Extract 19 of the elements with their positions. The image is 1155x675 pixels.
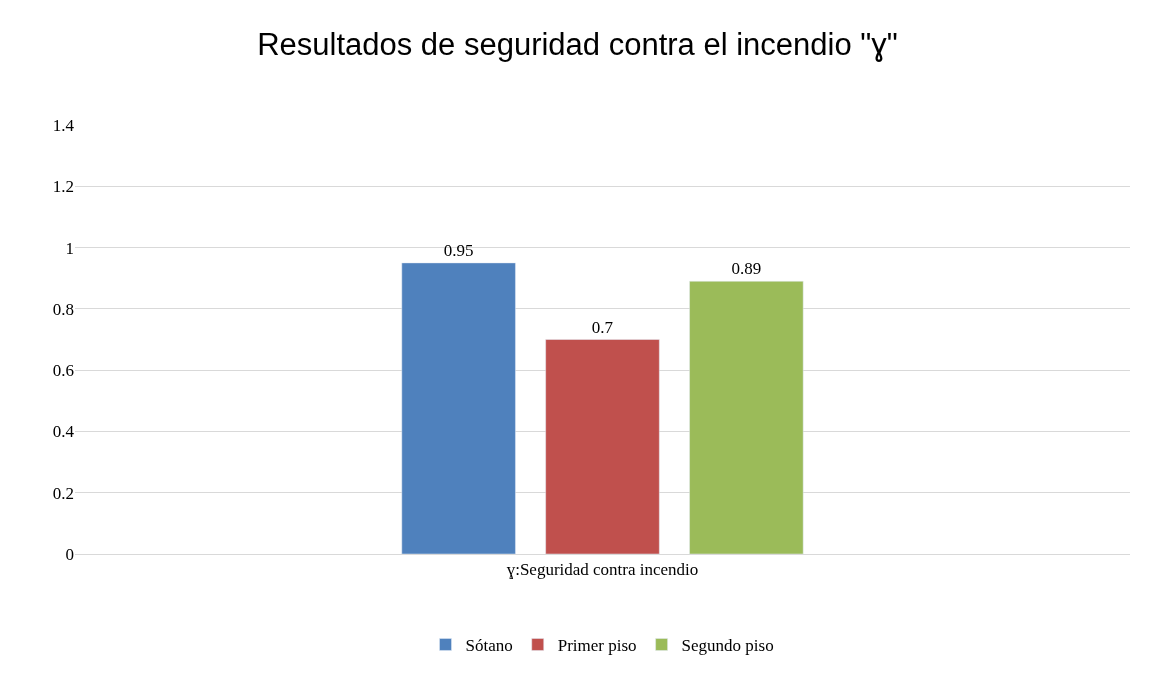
- data-label: 0.89: [731, 259, 762, 279]
- y-tick-label: 0.4: [52, 422, 75, 442]
- legend-label: Primer piso: [557, 636, 637, 656]
- data-label: 0.7: [591, 317, 614, 337]
- bar: [401, 262, 516, 554]
- y-tick-label: 1.4: [52, 115, 75, 135]
- legend-label: Sótano: [465, 636, 513, 656]
- chart-title: Resultados de seguridad contra el incendio "ɣ": [257, 27, 898, 63]
- x-tick-label: ɣ:Seguridad contra incendio: [506, 560, 699, 580]
- y-tick-label: 0.6: [52, 361, 74, 381]
- bar: [689, 281, 804, 554]
- y-tick-label: 0: [65, 544, 74, 564]
- legend-label: Segundo piso: [681, 636, 774, 656]
- data-label: 0.95: [443, 240, 474, 260]
- y-tick-label: 0.8: [52, 299, 74, 319]
- y-tick-label: 0.2: [52, 483, 74, 503]
- y-tick-label: 1.2: [52, 177, 74, 197]
- y-tick-label: 1: [65, 238, 74, 258]
- bar: [545, 339, 660, 554]
